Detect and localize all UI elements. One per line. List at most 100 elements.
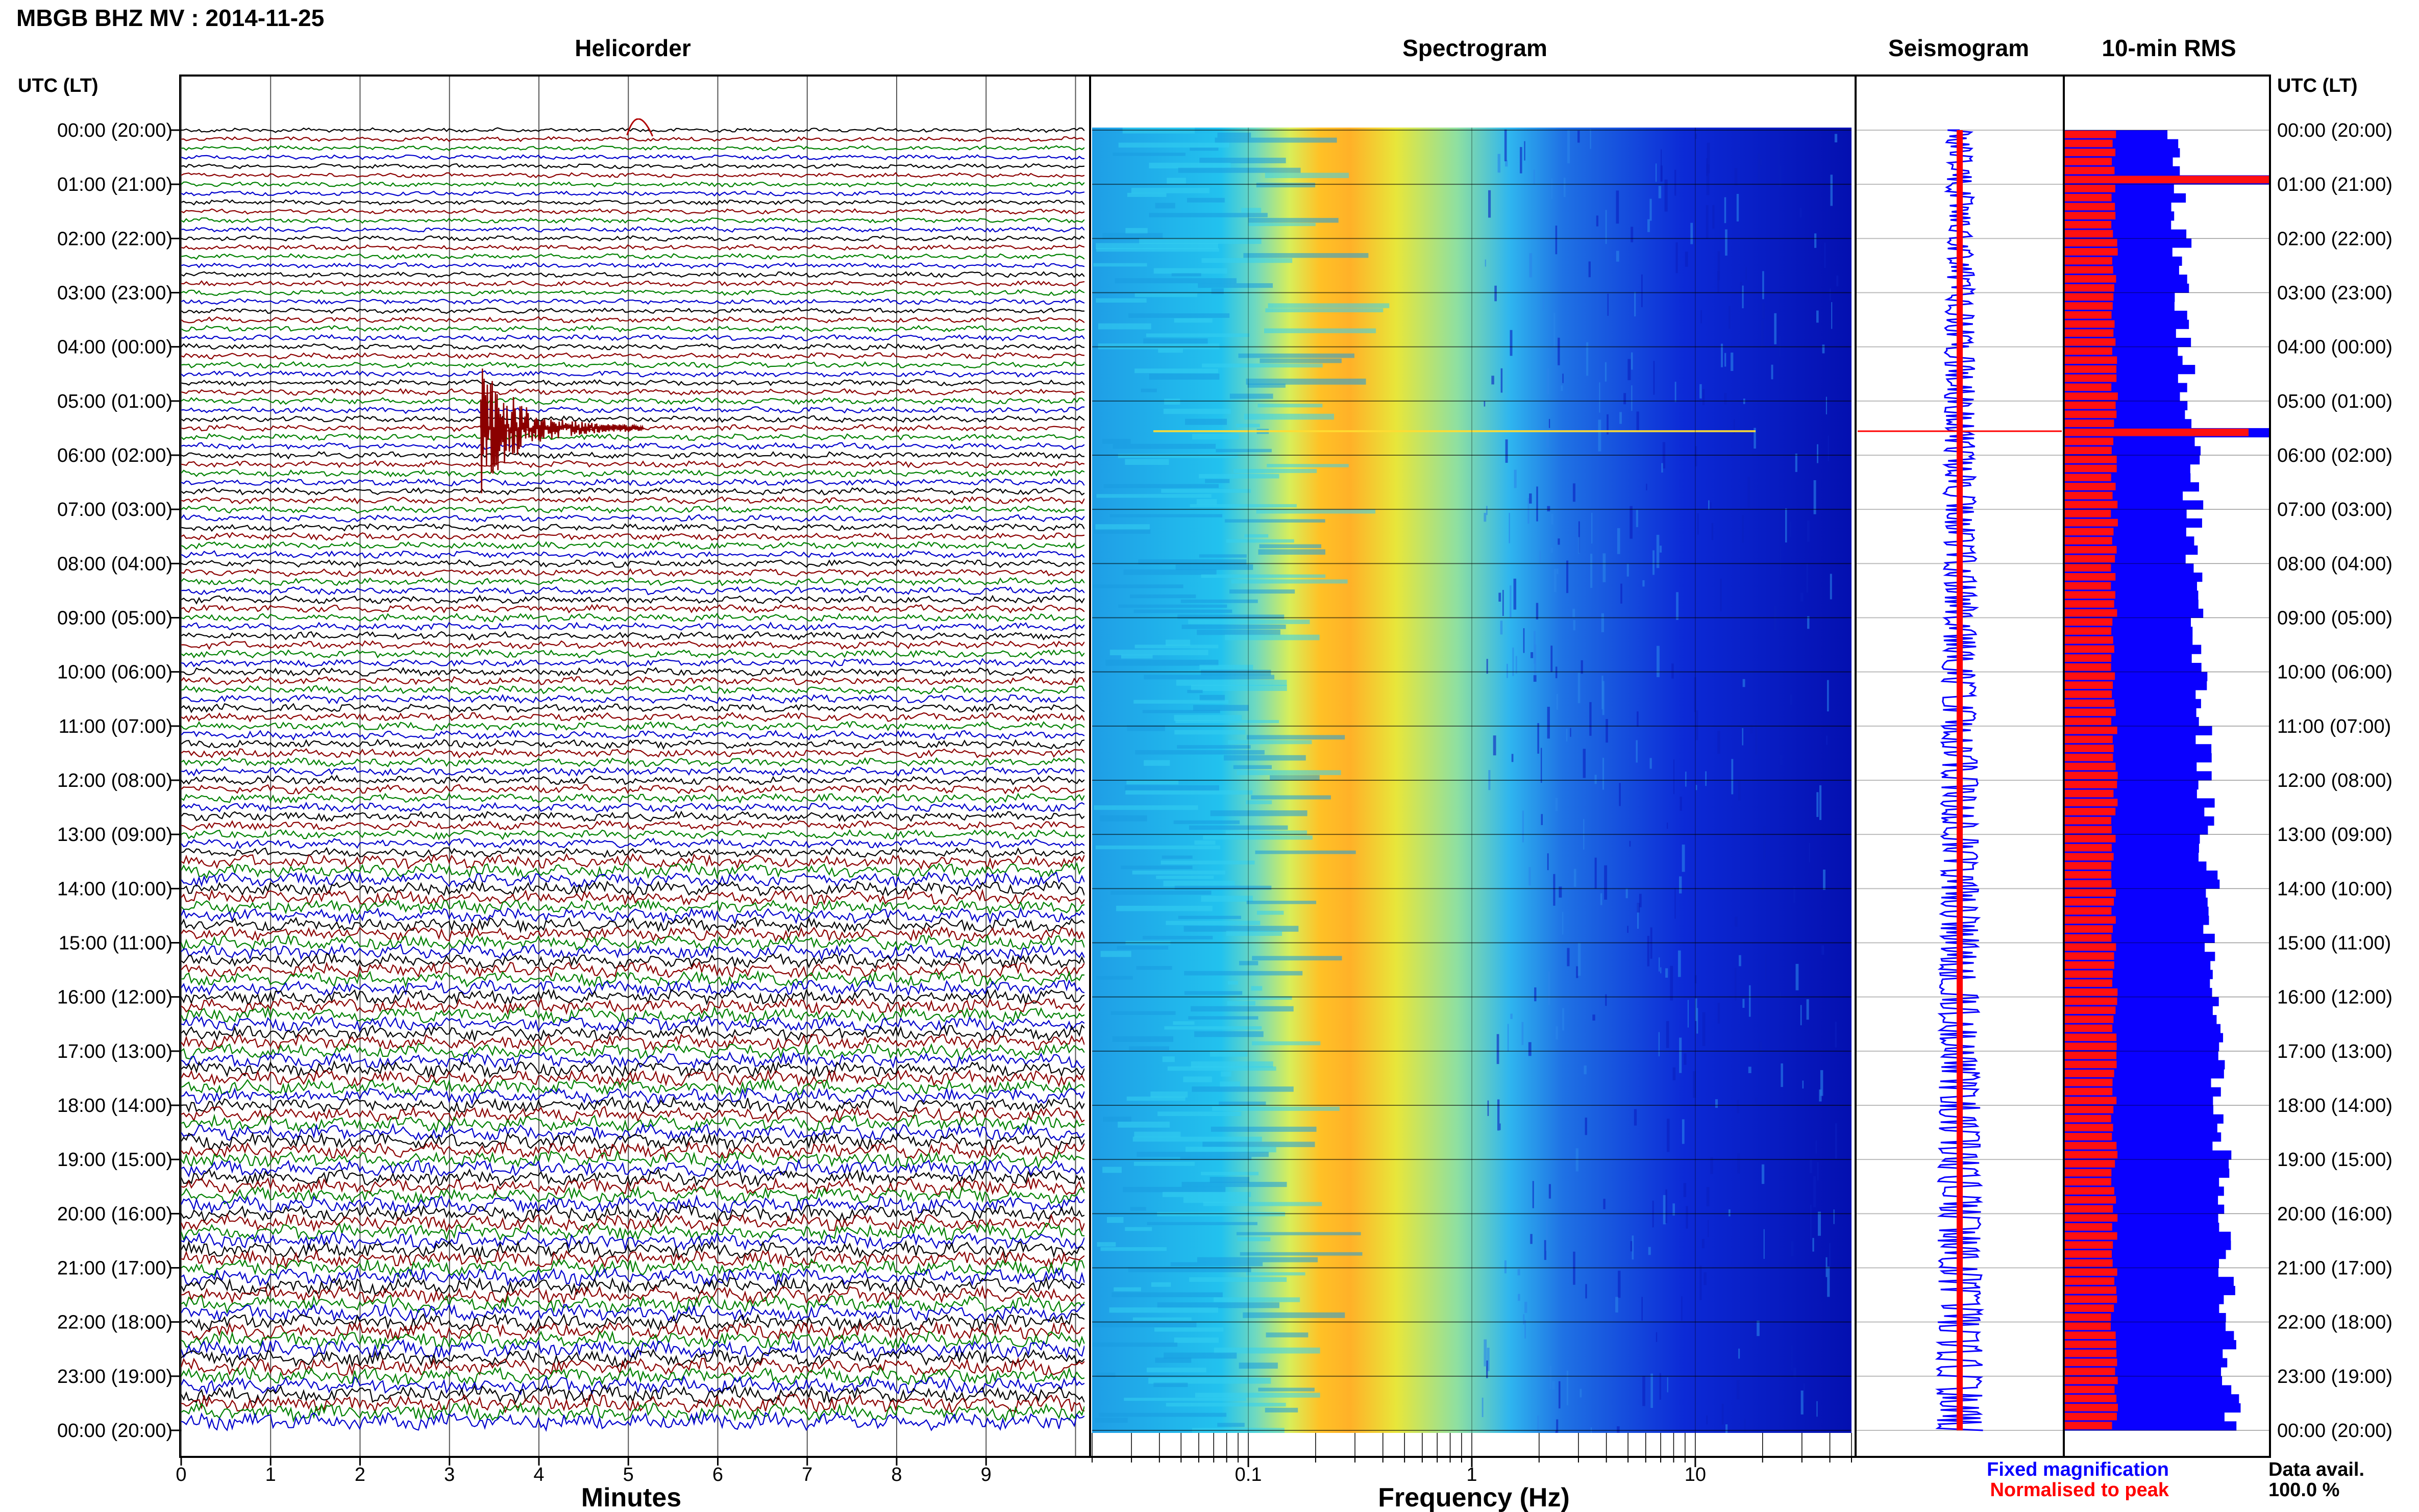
spectrogram-speckle [1590,129,1591,149]
spectrogram-speckle [1562,374,1564,383]
spectrogram-streak [1184,991,1243,995]
helicorder-event [480,118,654,493]
spectrogram-streak [1149,162,1231,169]
rms-bar-normalised [2065,1087,2113,1096]
spectrogram-speckle [1497,154,1501,173]
time-label-right: 00:00 (20:00) [2277,1420,2392,1442]
spectrogram-speckle [1827,1267,1830,1297]
spectrogram-speckle [1553,568,1557,592]
spectrogram-streak [1216,449,1272,453]
time-label-right: 03:00 (23:00) [2277,283,2392,304]
spectrogram-speckle [1584,1065,1587,1075]
spectrogram-streak [1162,1192,1251,1197]
spectrogram-streak [1258,549,1326,555]
spectrogram-speckle [1585,1284,1587,1299]
spectrogram-speckle [1656,163,1657,182]
spectrogram-streak [1174,730,1246,735]
time-label-left: 11:00 (07:00) [59,716,172,737]
spectrogram-streak [1112,1036,1174,1042]
helicorder-trace-row [181,1339,1084,1359]
spectrogram-streak [1177,745,1251,749]
seismogram-trace [1858,129,2062,1431]
spectrogram-speckle [1497,1099,1500,1131]
rms-bar-normalised [2065,997,2117,1005]
spectrogram-speckle [1491,376,1494,385]
helicorder-trace-row [181,943,1084,961]
spectrogram-streak [1189,1277,1287,1282]
spectrogram-panel: 0.1 1 10 Frequency (Hz) [1089,75,1857,1512]
spectrogram-speckle [1566,560,1569,593]
spectrogram-speckle [1594,857,1597,889]
spectrogram-speckle [1685,772,1687,787]
rms-bar-normalised [2065,1078,2113,1086]
time-label-right: 19:00 (15:00) [2277,1149,2392,1171]
rms-bar-normalised [2065,447,2112,454]
helicorder-trace-row [181,612,1084,623]
spectrogram-speckle [1562,1008,1565,1031]
spectrogram-speckle [1762,303,1765,319]
rms-bar-normalised [2065,943,2116,951]
spectrogram-speckle [1602,757,1605,790]
rms-bar-normalised [2065,158,2112,165]
spectrogram-streak [1129,594,1196,599]
spectrogram-speckle [1596,215,1599,227]
helicorder-trace-row [181,540,1084,550]
spectrogram-speckle [1675,242,1678,274]
spectrogram-speckle [1717,1003,1720,1024]
time-label-left: 17:00 (13:00) [57,1041,172,1062]
helicorder-trace-row [181,1069,1084,1088]
spectrogram-speckle [1558,1381,1561,1409]
spectrogram-streak [1178,167,1301,173]
spectrogram-speckle [1657,646,1660,678]
minute-tick-label: 7 [802,1464,812,1485]
spectrogram-speckle [1496,1034,1499,1064]
spectrogram-streak [1265,172,1349,178]
spectrogram-streak [1112,1292,1223,1298]
helicorder-trace-row [181,979,1084,997]
spectrogram-streak [1191,1006,1294,1012]
time-label-right: 09:00 (05:00) [2277,608,2392,629]
spectrogram-streak [1153,268,1227,274]
spectrogram-speckle [1806,563,1808,593]
spectrogram-speckle [1484,401,1486,407]
spectrogram-speckle [1487,1348,1490,1371]
rms-bar-normalised [2065,1368,2115,1375]
spectrogram-speckle [1523,1314,1525,1325]
spectrogram-speckle [1487,1100,1489,1116]
rms-bar-normalised [2065,365,2117,373]
spectrogram-speckle [1742,999,1745,1008]
spectrogram-speckle [1550,547,1553,553]
spectrogram-streak [1128,1267,1251,1273]
spectrogram-speckle [1802,1080,1804,1089]
spectrogram-speckle [1717,251,1720,280]
spectrogram-streak [1210,810,1307,816]
rms-bar-normalised [2065,266,2113,274]
rms-bar-normalised [2065,1395,2117,1402]
helicorder-trace-row [181,1168,1084,1187]
spectrogram-speckle [1549,1366,1552,1390]
helicorder-trace-row [181,898,1084,915]
spectrogram-speckle [1583,749,1586,778]
helicorder-trace-row [181,1060,1084,1079]
time-label-right: 00:00 (20:00) [2277,120,2392,141]
time-label-right: 13:00 (09:00) [2277,824,2392,846]
spectrogram-speckle [1693,1071,1696,1098]
rms-bar-normalised [2065,663,2111,671]
minute-tick-label: 6 [712,1464,723,1485]
minutes-axis-label: Minutes [581,1483,681,1512]
spectrogram-speckle [1634,1109,1637,1126]
spectrogram-speckle [1672,1067,1676,1080]
time-label-right: 23:00 (19:00) [2277,1366,2392,1387]
spectrogram-speckle [1833,1209,1835,1224]
spectrogram-speckle [1530,1234,1533,1244]
spectrogram-streak [1132,1317,1192,1321]
spectrogram-speckle [1647,935,1650,966]
rms-bar-normalised [2065,1322,2111,1330]
time-label-left: 21:00 (17:00) [57,1258,172,1279]
spectrogram-speckle [1737,1153,1740,1174]
spectrogram-streak [1166,1402,1286,1407]
spectrogram-streak [1125,1227,1152,1231]
spectrogram-streak [1181,1182,1287,1187]
spectrogram-streak [1203,835,1313,840]
helicorder-trace-row [181,172,1084,179]
